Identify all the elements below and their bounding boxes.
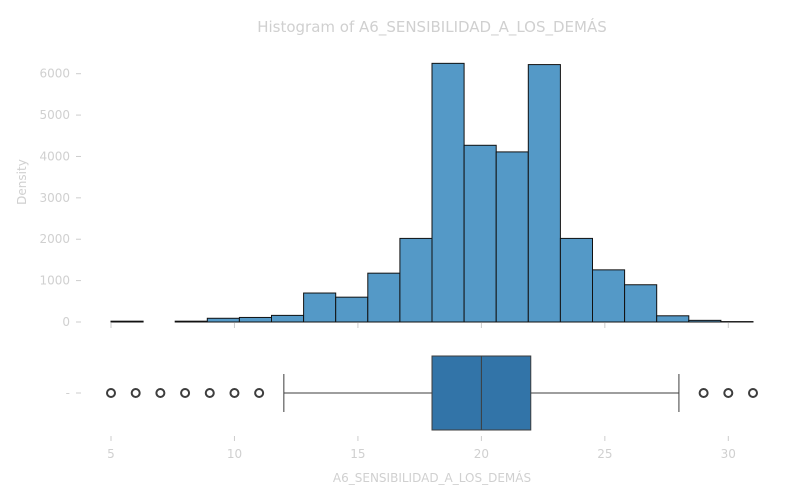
y-tick-label: 4000 — [39, 149, 70, 163]
outlier-point — [723, 388, 734, 398]
histogram-bar — [206, 317, 240, 323]
histogram-axis: 0 1000 2000 3000 4000 5000 6000 — [39, 67, 81, 329]
chart-title: Histogram of A6_SENSIBILIDAD_A_LOS_DEMÁS — [257, 17, 607, 37]
histogram-bar — [335, 296, 369, 323]
histogram-bar — [463, 144, 497, 323]
histogram-bar — [495, 151, 529, 323]
x-tick-label: 15 — [350, 447, 365, 461]
y-tick-label: 3000 — [39, 191, 70, 205]
histogram-bar — [174, 320, 208, 323]
histogram-bar — [367, 272, 401, 323]
outlier-point — [204, 388, 215, 398]
histogram-bar — [592, 269, 626, 323]
outlier-point — [106, 388, 116, 398]
outlier-point — [155, 388, 166, 398]
histogram-bar — [527, 64, 561, 323]
outlier-point — [254, 388, 265, 398]
histogram-bar — [399, 237, 433, 323]
box-y-tick-label: - — [66, 386, 70, 400]
histogram-bar — [656, 315, 690, 323]
y-tick-label: 2000 — [39, 232, 70, 246]
histogram-bar — [431, 62, 465, 323]
histogram-bar — [271, 314, 305, 323]
y-tick-label: 6000 — [39, 67, 70, 81]
outlier-point — [130, 388, 141, 398]
boxplot: - — [66, 355, 758, 431]
histogram-bar — [303, 292, 337, 323]
outlier-point — [180, 388, 191, 398]
x-tick-label: 30 — [721, 447, 736, 461]
y-tick-label: 1000 — [39, 274, 70, 288]
x-tick-label: 20 — [474, 447, 489, 461]
x-axis: 5 10 15 20 25 30 — [107, 323, 736, 461]
x-axis-label: A6_SENSIBILIDAD_A_LOS_DEMÁS — [333, 470, 531, 485]
histogram-bar — [624, 284, 658, 323]
histogram-bar — [688, 319, 722, 323]
histogram-bar — [110, 320, 144, 323]
histogram-bar — [559, 237, 594, 323]
histogram-bar — [238, 316, 272, 323]
y-tick-label: 0 — [62, 315, 70, 329]
x-tick-label: 5 — [107, 447, 115, 461]
outlier-point — [229, 388, 240, 398]
y-tick-label: 5000 — [39, 108, 70, 122]
x-tick-label: 10 — [227, 447, 242, 461]
outlier-point — [698, 388, 709, 398]
x-tick-label: 25 — [597, 447, 612, 461]
y-axis-label: Density — [15, 159, 29, 205]
outlier-point — [748, 388, 758, 398]
histogram-bars — [110, 62, 754, 323]
